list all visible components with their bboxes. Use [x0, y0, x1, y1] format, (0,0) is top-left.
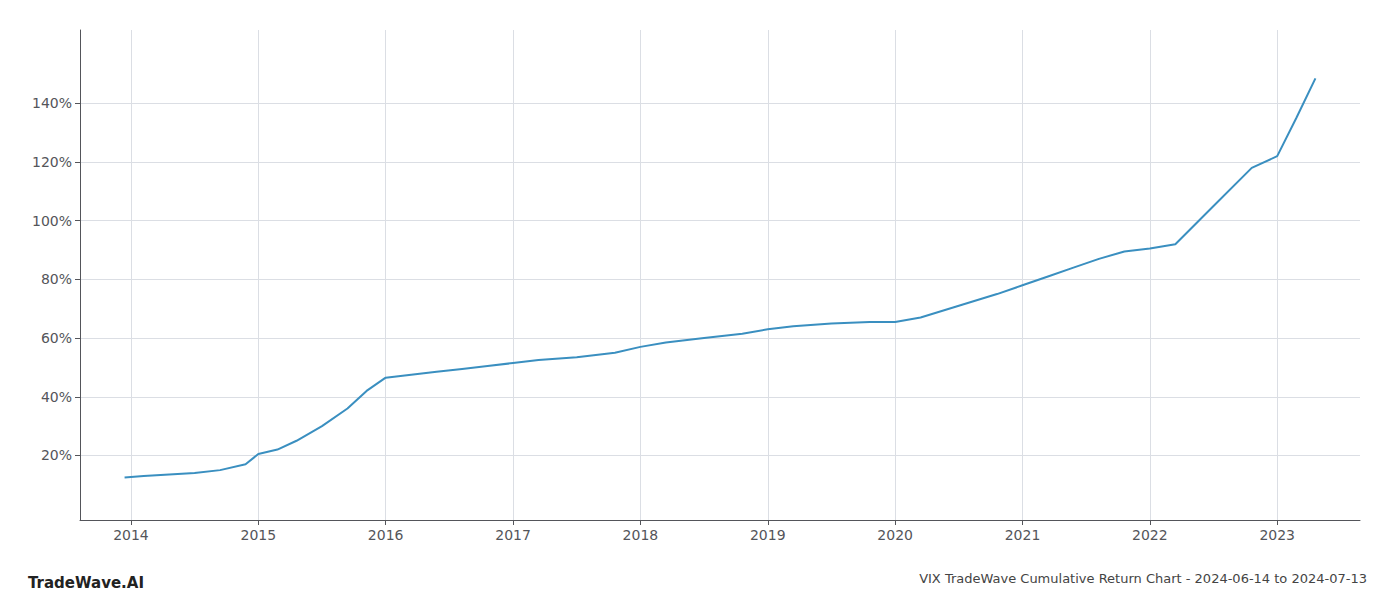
svg-text:VIX TradeWave Cumulative Retur: VIX TradeWave Cumulative Return Chart - …: [919, 571, 1367, 586]
svg-text:120%: 120%: [32, 154, 72, 170]
svg-text:2020: 2020: [877, 527, 913, 543]
svg-text:2015: 2015: [240, 527, 276, 543]
svg-text:2017: 2017: [495, 527, 531, 543]
svg-text:2018: 2018: [623, 527, 659, 543]
svg-text:20%: 20%: [41, 447, 72, 463]
svg-text:2019: 2019: [750, 527, 786, 543]
svg-text:80%: 80%: [41, 271, 72, 287]
svg-text:2023: 2023: [1259, 527, 1295, 543]
svg-text:2022: 2022: [1132, 527, 1168, 543]
svg-text:100%: 100%: [32, 213, 72, 229]
svg-text:2021: 2021: [1005, 527, 1041, 543]
svg-text:60%: 60%: [41, 330, 72, 346]
svg-text:140%: 140%: [32, 95, 72, 111]
svg-text:40%: 40%: [41, 389, 72, 405]
svg-text:2016: 2016: [368, 527, 404, 543]
svg-text:TradeWave.AI: TradeWave.AI: [28, 574, 144, 592]
svg-text:2014: 2014: [113, 527, 149, 543]
